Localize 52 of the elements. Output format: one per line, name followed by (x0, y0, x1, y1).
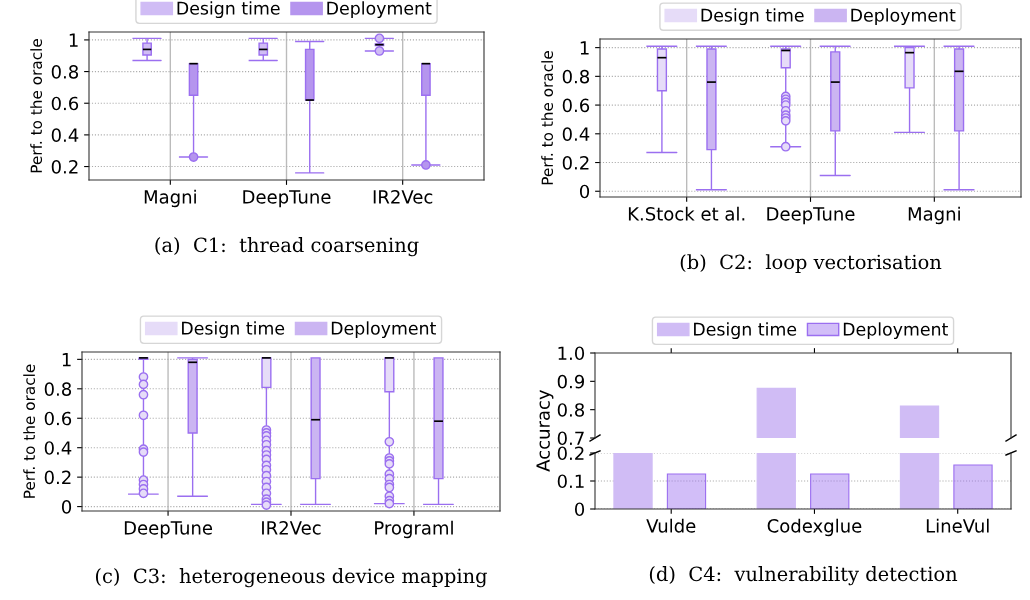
y-tick-label: 0 (579, 184, 590, 199)
x-tick-label: Magni (144, 189, 196, 208)
x-tick-label: IR2Vec (373, 190, 433, 204)
y-tick-label: 0.7 (557, 431, 584, 446)
y-tick-label: 1.0 (558, 346, 585, 361)
y-tick-label: 0.2 (562, 155, 589, 170)
y-tick-label: 0.6 (44, 411, 72, 426)
y-axis-title: Accuracy (536, 389, 554, 472)
text: (c) C3: heterogeneous device mapping (95, 568, 488, 588)
y-tick-label: 0.6 (562, 98, 590, 113)
y-axis-title: Perf. to the oracle (541, 51, 554, 185)
x-tick-label: Programl (375, 520, 453, 539)
y-tick-label: 1 (69, 33, 78, 47)
x-tick-label: Vulde (646, 518, 696, 533)
legend-label: Deployment (851, 8, 956, 26)
y-tick-label: 0.8 (557, 403, 585, 417)
text: (b) C2: loop vectorisation (680, 254, 942, 274)
y-tick-label: 1 (580, 41, 589, 55)
y-tick-label: 0.2 (557, 446, 584, 461)
y-tick-label: 0.1 (557, 474, 584, 489)
y-axis-title: Perf. to the oracle (23, 364, 36, 498)
y-tick-label: 0 (61, 500, 72, 514)
text: (a) C1: thread coarsening (155, 237, 419, 257)
y-axis-title: Perf. to the oracle (30, 39, 43, 173)
y-tick-label: 0.8 (562, 69, 590, 84)
x-tick-label: Magni (908, 206, 960, 225)
y-tick-label: 0 (574, 502, 585, 517)
legend-label: Design time (701, 8, 804, 26)
legend-label: Deployment (331, 321, 436, 339)
y-tick-label: 0.4 (51, 128, 79, 142)
legend-label: Design time (694, 322, 797, 340)
x-tick-label: DeepTune (243, 190, 331, 208)
y-tick-label: 0.8 (51, 65, 79, 79)
legend-label: Deployment (327, 1, 432, 19)
x-tick-label: Codexglue (767, 518, 862, 537)
y-tick-label: 1 (62, 353, 71, 367)
y-tick-label: 0.2 (44, 470, 71, 485)
legend-label: Design time (182, 321, 285, 339)
text: (d) C4: vulnerability detection (649, 566, 958, 586)
y-tick-label: 0.2 (51, 160, 78, 174)
x-tick-label: K.Stock et al. (628, 206, 745, 221)
legend-label: Design time (177, 1, 280, 19)
x-tick-label: IR2Vec (262, 521, 321, 535)
y-tick-label: 0.4 (44, 441, 72, 455)
x-tick-label: DeepTune (767, 207, 855, 225)
y-tick-label: 0.4 (562, 127, 590, 141)
y-tick-label: 0.8 (44, 382, 72, 396)
x-tick-label: LineVul (926, 518, 989, 533)
legend-label: Deployment (843, 322, 948, 340)
x-tick-label: DeepTune (124, 521, 213, 539)
y-tick-label: 0.6 (51, 96, 79, 111)
y-tick-label: 0.9 (557, 374, 585, 389)
